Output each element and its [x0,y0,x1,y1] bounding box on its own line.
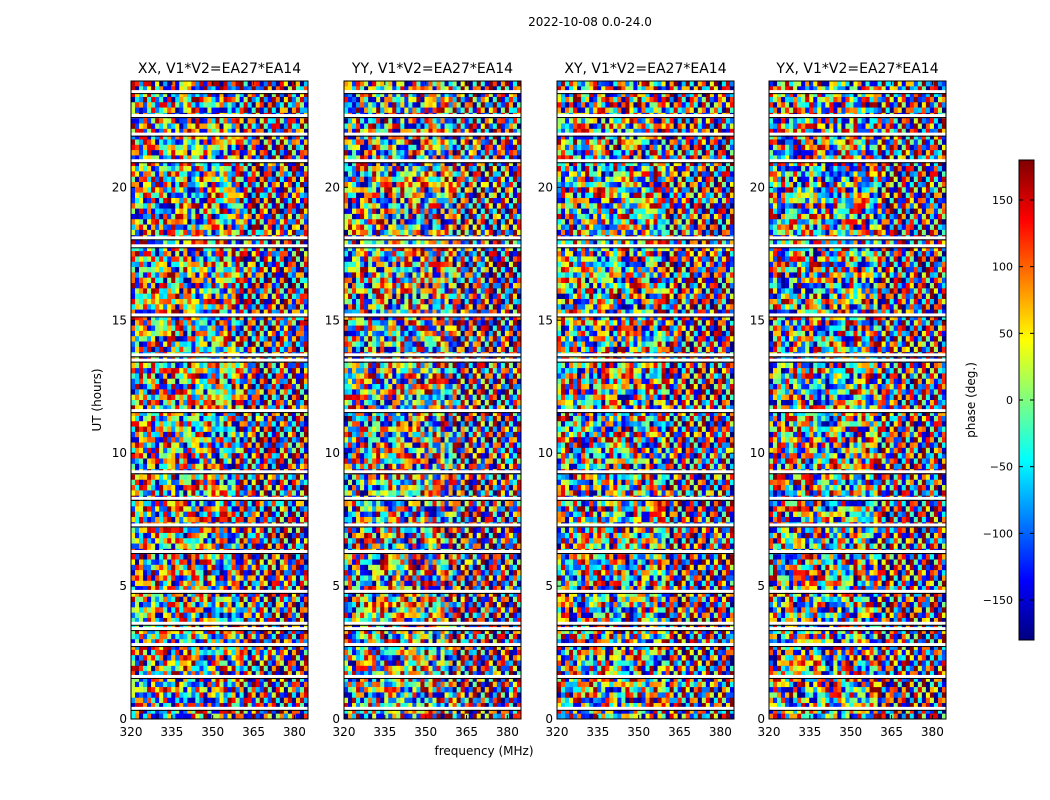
y-tick-label: 10 [325,446,340,460]
panel-frame [556,80,735,720]
y-tick-label: 10 [750,446,765,460]
y-tick-label: 5 [757,579,765,593]
panel-frame [130,80,309,720]
y-tick-label: 15 [750,313,765,327]
y-tick-label: 10 [538,446,553,460]
y-axis-label: UT (hours) [90,368,104,431]
panel-1: YY, V1*V2=EA27*EA14 320 335 350 365 380 0 5 10 15… [325,61,522,739]
y-tick-label: 0 [545,712,553,726]
heatmap-cells [131,81,309,720]
x-tick-label: 380 [283,725,306,739]
colorbar-tick-label: −100 [983,527,1013,540]
x-tick-label: 320 [546,725,569,739]
y-tick-label: 5 [545,579,553,593]
x-tick-label: 350 [839,725,862,739]
colorbar-label: phase (deg.) [964,362,978,438]
colorbar-tick-label: −150 [983,594,1013,607]
panel-title: YX, V1*V2=EA27*EA14 [775,61,938,77]
y-tick-label: 0 [119,712,127,726]
panel-frame [768,80,947,720]
x-tick-label: 380 [709,725,732,739]
x-tick-label: 365 [455,725,478,739]
panel-title: XY, V1*V2=EA27*EA14 [564,61,726,77]
heatmap-cells [769,81,947,720]
x-axis-label: frequency (MHz) [434,744,533,758]
y-tick-label: 15 [538,313,553,327]
panel-3: YX, V1*V2=EA27*EA14 320 335 350 365 380 0 5 10 15… [750,61,947,739]
y-tick-label: 0 [757,712,765,726]
colorbar-tick-label: 50 [999,327,1013,340]
x-tick-label: 335 [798,725,821,739]
figure-title: 2022-10-08 0.0-24.0 [528,15,652,29]
x-tick-label: 320 [758,725,781,739]
y-tick-label: 10 [112,446,127,460]
heatmap-cells [557,81,735,720]
panel-title: XX, V1*V2=EA27*EA14 [138,61,301,77]
panel-2: XY, V1*V2=EA27*EA14 320 335 350 365 380 0 5 10 15… [538,61,735,739]
x-tick-label: 365 [880,725,903,739]
y-tick-label: 5 [119,579,127,593]
x-tick-label: 380 [496,725,519,739]
y-tick-label: 20 [538,180,553,194]
x-tick-label: 320 [333,725,356,739]
y-tick-label: 15 [112,313,127,327]
panel-0: XX, V1*V2=EA27*EA14 320 335 350 365 380 0 5 10 15… [112,61,309,739]
x-tick-label: 365 [242,725,265,739]
x-tick-label: 380 [921,725,944,739]
x-tick-label: 335 [586,725,609,739]
x-tick-label: 350 [414,725,437,739]
x-tick-label: 350 [201,725,224,739]
heatmap-cells [344,81,522,720]
y-tick-label: 20 [750,180,765,194]
y-tick-label: 0 [332,712,340,726]
panel-frame [343,80,522,720]
x-tick-label: 335 [373,725,396,739]
y-tick-label: 15 [325,313,340,327]
x-tick-label: 365 [668,725,691,739]
y-tick-label: 5 [332,579,340,593]
colorbar: 150 100 50 0 −50 −100 −150 phase (deg.) [964,159,1035,641]
y-tick-label: 20 [112,180,127,194]
colorbar-tick-label: 100 [992,261,1013,274]
y-tick-label: 20 [325,180,340,194]
x-tick-label: 320 [120,725,143,739]
colorbar-tick-label: −50 [990,461,1013,474]
colorbar-tick-label: 150 [992,194,1013,207]
x-tick-label: 335 [160,725,183,739]
panel-title: YY, V1*V2=EA27*EA14 [351,61,513,77]
x-tick-label: 350 [627,725,650,739]
panels-group: XX, V1*V2=EA27*EA14 320 335 350 365 380 0 5 10 15… [112,61,947,739]
colorbar-tick-label: 0 [1006,394,1013,407]
